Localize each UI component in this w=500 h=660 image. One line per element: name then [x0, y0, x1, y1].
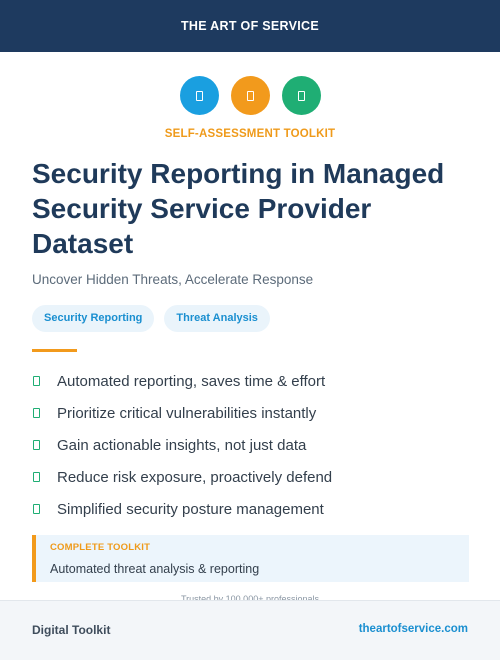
page-subtitle: Uncover Hidden Threats, Accelerate Respo… — [32, 272, 314, 287]
feature-list: Automated reporting, saves time & effort… — [32, 365, 332, 525]
feature-text: Prioritize critical vulnerabilities inst… — [57, 404, 317, 422]
document-icon — [179, 76, 219, 115]
check-icon — [33, 440, 40, 450]
header-bar: THE ART OF SERVICE — [0, 0, 500, 52]
check-icon — [33, 472, 40, 482]
toolkit-callout: COMPLETE TOOLKIT Automated threat analys… — [32, 535, 469, 582]
callout-text: Automated threat analysis & reporting — [50, 562, 260, 576]
tag-security-reporting: Security Reporting — [32, 305, 155, 332]
feature-text: Simplified security posture management — [57, 500, 324, 518]
feature-item: Gain actionable insights, not just data — [32, 429, 332, 461]
website-link[interactable]: theartofservice.com — [358, 623, 468, 635]
feature-text: Gain actionable insights, not just data — [57, 436, 307, 454]
page-title: Security Reporting in Managed Security S… — [32, 158, 445, 259]
footer-label: Digital Toolkit — [32, 623, 111, 637]
feature-item: Automated reporting, saves time & effort — [32, 365, 332, 397]
feature-item: Simplified security posture management — [32, 493, 332, 525]
feature-text: Reduce risk exposure, proactively defend — [57, 468, 333, 486]
callout-kicker: COMPLETE TOOLKIT — [50, 542, 151, 553]
document-icon — [230, 76, 270, 115]
icon-row — [0, 76, 500, 115]
check-icon — [33, 376, 40, 386]
trusted-note: Trusted by 100,000+ professionals — [180, 594, 319, 600]
check-icon — [33, 504, 40, 514]
check-icon — [33, 408, 40, 418]
brand-title: THE ART OF SERVICE — [180, 19, 320, 33]
accent-divider — [32, 349, 77, 352]
document-icon — [281, 76, 321, 115]
feature-item: Reduce risk exposure, proactively defend — [32, 461, 332, 493]
tag-list: Security Reporting Threat Analysis — [32, 305, 270, 332]
footer-bar: Digital Toolkit theartofservice.com — [0, 600, 500, 660]
feature-item: Prioritize critical vulnerabilities inst… — [32, 397, 332, 429]
toolkit-kicker: SELF-ASSESSMENT TOOLKIT — [164, 128, 336, 140]
feature-text: Automated reporting, saves time & effort — [57, 372, 326, 390]
tag-threat-analysis: Threat Analysis — [164, 305, 270, 332]
